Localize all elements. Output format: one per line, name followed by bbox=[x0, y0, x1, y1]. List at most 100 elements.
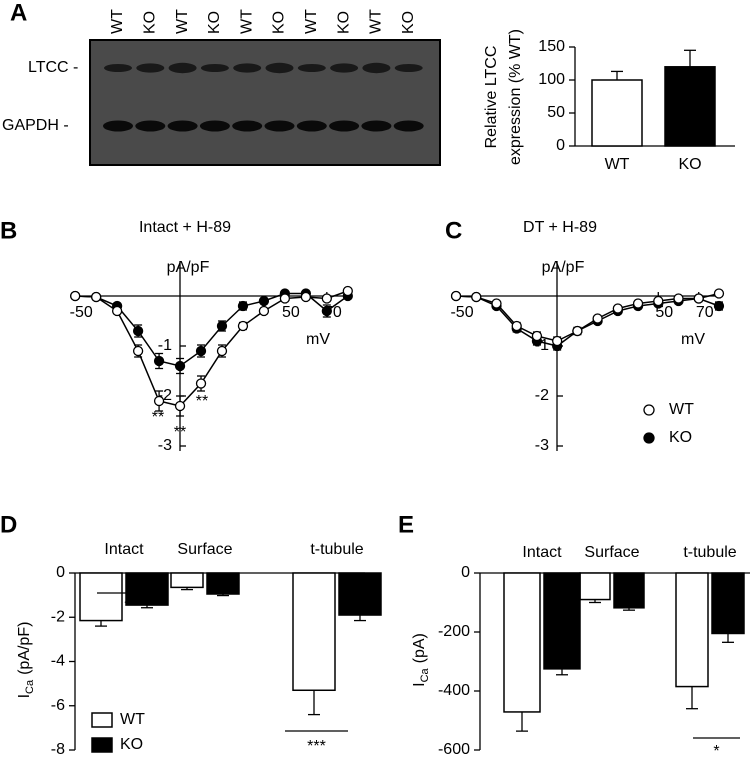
data-point bbox=[132, 345, 144, 357]
legend-swatch bbox=[91, 737, 113, 753]
data-point bbox=[342, 285, 353, 297]
data-point bbox=[511, 320, 522, 332]
bar bbox=[675, 572, 709, 688]
legend-label: WT bbox=[120, 711, 145, 728]
x-tick-label: -50 bbox=[70, 304, 93, 321]
y-tick-label: -2 bbox=[535, 387, 549, 404]
y-tick-label: -600 bbox=[438, 741, 470, 758]
data-point bbox=[91, 291, 102, 303]
x-tick-label: -50 bbox=[450, 304, 473, 321]
data-point bbox=[552, 335, 563, 347]
data-point bbox=[693, 293, 704, 304]
blot-image bbox=[89, 39, 441, 166]
lane-label: WT bbox=[109, 9, 126, 34]
lane-label: WT bbox=[238, 9, 255, 34]
lane-label: KO bbox=[400, 11, 417, 34]
annotation: ** bbox=[196, 393, 208, 410]
annotation: * bbox=[124, 598, 130, 615]
lane-label: KO bbox=[271, 11, 288, 34]
x-tick-label: Surface bbox=[584, 544, 639, 561]
panel-label: E bbox=[398, 511, 414, 538]
data-point bbox=[70, 290, 81, 302]
band-label: LTCC - bbox=[28, 59, 78, 76]
ltcc-band bbox=[104, 64, 132, 72]
bar bbox=[664, 66, 716, 147]
bar bbox=[292, 572, 336, 692]
ltcc-band bbox=[265, 62, 294, 74]
data-point bbox=[216, 320, 228, 332]
y-tick-label: -3 bbox=[158, 437, 172, 454]
y-axis-label: expression (% WT) bbox=[507, 29, 524, 165]
x-tick-label: Intact bbox=[104, 541, 144, 558]
gapdh-band bbox=[329, 120, 360, 132]
y-axis-label: Relative LTCC bbox=[483, 46, 500, 149]
gapdh-band bbox=[232, 120, 263, 132]
lane-label: WT bbox=[303, 9, 320, 34]
bar bbox=[613, 572, 645, 609]
data-point bbox=[612, 303, 623, 314]
lane-label: WT bbox=[368, 9, 385, 34]
annotation: ** bbox=[174, 424, 186, 441]
ltcc-band bbox=[362, 62, 391, 74]
ltcc-band bbox=[394, 64, 423, 72]
data-point bbox=[195, 378, 207, 389]
bar bbox=[125, 572, 169, 606]
y-label-sub: Ca bbox=[24, 679, 36, 694]
data-point bbox=[174, 400, 186, 412]
ltcc-band bbox=[297, 64, 326, 72]
y-label-sub: Ca bbox=[419, 667, 431, 682]
data-point bbox=[237, 300, 249, 312]
ltcc-band bbox=[200, 64, 229, 72]
data-point bbox=[195, 345, 207, 357]
data-point bbox=[632, 298, 644, 309]
x-axis-label: mV bbox=[306, 331, 330, 348]
data-point bbox=[258, 295, 270, 307]
data-point bbox=[592, 313, 603, 324]
data-point bbox=[673, 293, 684, 304]
panel-label: A bbox=[10, 0, 27, 26]
panel-label: B bbox=[0, 217, 17, 244]
bar bbox=[543, 572, 581, 670]
data-point bbox=[572, 325, 583, 337]
bar bbox=[503, 572, 541, 713]
legend-swatch bbox=[91, 712, 113, 728]
data-point bbox=[216, 345, 228, 357]
ltcc-band bbox=[233, 63, 262, 73]
y-tick-label: 0 bbox=[461, 564, 470, 581]
data-point bbox=[491, 298, 502, 309]
bar bbox=[206, 572, 240, 595]
x-axis-label: mV bbox=[681, 331, 705, 348]
annotation: ** bbox=[152, 409, 164, 426]
gapdh-band bbox=[393, 120, 424, 132]
x-tick-label: WT bbox=[605, 156, 630, 173]
lane-label: KO bbox=[206, 11, 223, 34]
y-label-unit: (pA) bbox=[411, 633, 428, 663]
y-tick-label: -4 bbox=[51, 653, 65, 670]
ltcc-band bbox=[168, 62, 197, 74]
y-tick-label: 100 bbox=[538, 71, 565, 88]
chart-title: Intact + H-89 bbox=[139, 219, 231, 236]
lane-label: WT bbox=[174, 9, 191, 34]
y-tick-label: -6 bbox=[51, 697, 65, 714]
gapdh-band bbox=[135, 120, 166, 132]
x-tick-label: t-tubule bbox=[310, 541, 363, 558]
y-tick-label: 50 bbox=[547, 104, 565, 121]
data-point bbox=[713, 288, 725, 299]
y-axis-label: ICa (pA/pF) bbox=[16, 622, 36, 699]
ltcc-band bbox=[136, 63, 165, 73]
x-tick-label: Intact bbox=[522, 544, 562, 561]
x-tick-label: t-tubule bbox=[683, 544, 736, 561]
data-point bbox=[237, 320, 249, 332]
gapdh-band bbox=[103, 120, 133, 132]
data-point bbox=[653, 295, 664, 307]
ltcc-band bbox=[330, 63, 359, 73]
x-tick-label: Surface bbox=[177, 541, 232, 558]
chart-title: DT + H-89 bbox=[523, 219, 597, 236]
x-tick-label: 50 bbox=[655, 304, 673, 321]
data-point bbox=[531, 330, 543, 342]
gapdh-band bbox=[167, 120, 198, 132]
gapdh-band bbox=[199, 120, 230, 132]
lane-label: KO bbox=[335, 11, 352, 34]
data-point bbox=[300, 291, 312, 303]
